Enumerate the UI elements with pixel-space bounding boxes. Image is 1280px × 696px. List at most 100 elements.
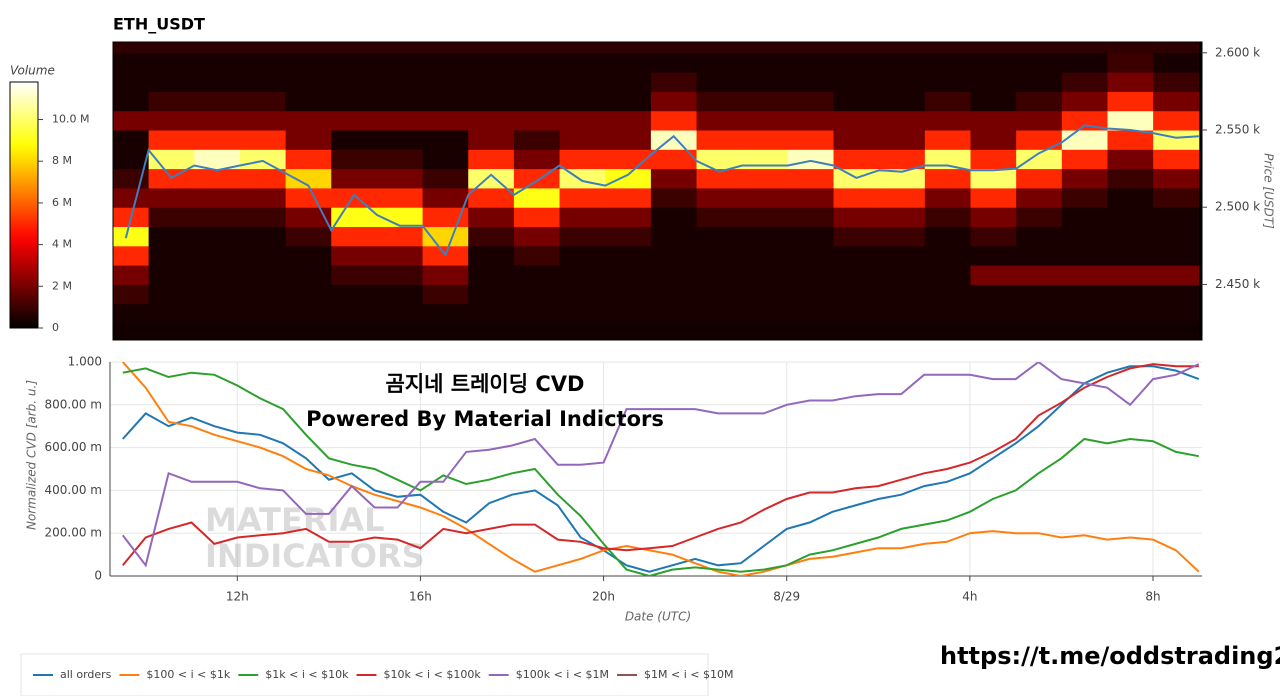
heat-cell bbox=[285, 149, 332, 170]
heat-cell bbox=[422, 303, 469, 324]
heat-cell bbox=[970, 168, 1017, 189]
heat-cell bbox=[148, 284, 195, 305]
heat-cell bbox=[833, 42, 880, 54]
heat-cell bbox=[468, 149, 515, 170]
legend-label: $100 < i < $1k bbox=[146, 668, 230, 681]
heat-cell bbox=[787, 110, 835, 131]
heat-cell bbox=[1107, 110, 1154, 131]
plot-frame bbox=[112, 41, 1203, 341]
heat-cell bbox=[787, 91, 835, 112]
y-tick-label: 200.00 m bbox=[45, 526, 103, 540]
heat-cell bbox=[113, 303, 150, 324]
heat-cell bbox=[148, 130, 195, 150]
heat-cell bbox=[650, 226, 698, 247]
heat-cell bbox=[513, 110, 561, 131]
heat-cell bbox=[468, 130, 515, 150]
heat-cell bbox=[833, 265, 880, 285]
heat-cell bbox=[239, 207, 287, 228]
heat-cell bbox=[331, 168, 378, 189]
heat-cell bbox=[1061, 72, 1108, 92]
heat-cell bbox=[879, 130, 926, 150]
heat-cell bbox=[513, 72, 561, 92]
heat-cell bbox=[1061, 187, 1108, 208]
heat-cell bbox=[924, 42, 972, 54]
heat-cell bbox=[924, 265, 972, 285]
y-tick-label: 1.000 bbox=[68, 355, 102, 369]
heat-cell bbox=[605, 303, 652, 324]
heat-cell bbox=[742, 149, 789, 170]
cvd-line bbox=[122, 362, 1200, 576]
heat-cell bbox=[194, 52, 241, 73]
heat-cell bbox=[113, 187, 150, 208]
heat-cell bbox=[879, 323, 926, 340]
heat-cell bbox=[148, 226, 195, 247]
heat-cell bbox=[1107, 187, 1154, 208]
x-tick-label: 8/29 bbox=[773, 590, 800, 604]
y-tick-label: 800.00 m bbox=[45, 397, 103, 411]
heat-cell bbox=[605, 42, 652, 54]
x-tick-label: 16h bbox=[409, 590, 432, 604]
heat-cell bbox=[1107, 52, 1154, 73]
heat-cell bbox=[605, 284, 652, 305]
heat-cell bbox=[1107, 91, 1154, 112]
heat-cell bbox=[879, 91, 926, 112]
heat-cell bbox=[559, 323, 606, 340]
heat-cell bbox=[559, 303, 606, 324]
heat-cell bbox=[194, 149, 241, 170]
x-tick-label: 20h bbox=[592, 590, 615, 604]
heat-cell bbox=[513, 91, 561, 112]
heat-cell bbox=[924, 284, 972, 305]
heat-cell bbox=[513, 265, 561, 285]
heat-cell bbox=[559, 207, 606, 228]
heat-cell bbox=[787, 72, 835, 92]
heat-cell bbox=[239, 265, 287, 285]
heat-cell bbox=[148, 42, 195, 54]
heat-cell bbox=[1153, 72, 1200, 92]
heat-cell bbox=[1107, 284, 1154, 305]
heat-cell bbox=[1153, 284, 1200, 305]
heat-cell bbox=[559, 91, 606, 112]
heat-cell bbox=[194, 187, 241, 208]
heat-cell bbox=[239, 91, 287, 112]
heat-cell bbox=[468, 52, 515, 73]
heat-cell bbox=[1107, 265, 1154, 285]
heat-cell bbox=[924, 303, 972, 324]
heat-cell bbox=[650, 72, 698, 92]
heat-cell bbox=[513, 226, 561, 247]
heat-cell bbox=[970, 52, 1017, 73]
heat-cell bbox=[1107, 42, 1154, 54]
heat-cell bbox=[376, 110, 424, 131]
heat-cell bbox=[924, 226, 972, 247]
heat-cell bbox=[1016, 226, 1063, 247]
heat-cell bbox=[605, 226, 652, 247]
heat-cell bbox=[1107, 226, 1154, 247]
heat-cell bbox=[696, 323, 743, 340]
heat-cell bbox=[605, 130, 652, 150]
heat-cell bbox=[787, 284, 835, 305]
heat-cell bbox=[239, 149, 287, 170]
heat-cell bbox=[422, 284, 469, 305]
heat-cell bbox=[1107, 207, 1154, 228]
heat-cell bbox=[605, 323, 652, 340]
heat-cell bbox=[113, 226, 150, 247]
watermark: INDICATORS bbox=[205, 537, 425, 575]
heat-cell bbox=[1016, 42, 1063, 54]
heat-cell bbox=[970, 72, 1017, 92]
annotation: 곰지네 트레이딩 CVD bbox=[386, 372, 585, 396]
heat-cell bbox=[833, 207, 880, 228]
heat-cell bbox=[696, 130, 743, 150]
heat-cell bbox=[833, 323, 880, 340]
heat-cell bbox=[113, 265, 150, 285]
heat-cell bbox=[742, 110, 789, 131]
heat-cell bbox=[1016, 168, 1063, 189]
heat-cell bbox=[559, 149, 606, 170]
heat-cell bbox=[468, 303, 515, 324]
heat-cell bbox=[1016, 149, 1063, 170]
heat-cell bbox=[285, 187, 332, 208]
heat-cell bbox=[1061, 130, 1108, 150]
heat-cell bbox=[696, 72, 743, 92]
heat-cell bbox=[742, 72, 789, 92]
heat-cell bbox=[468, 187, 515, 208]
heat-cell bbox=[696, 52, 743, 73]
heat-cell bbox=[605, 72, 652, 92]
